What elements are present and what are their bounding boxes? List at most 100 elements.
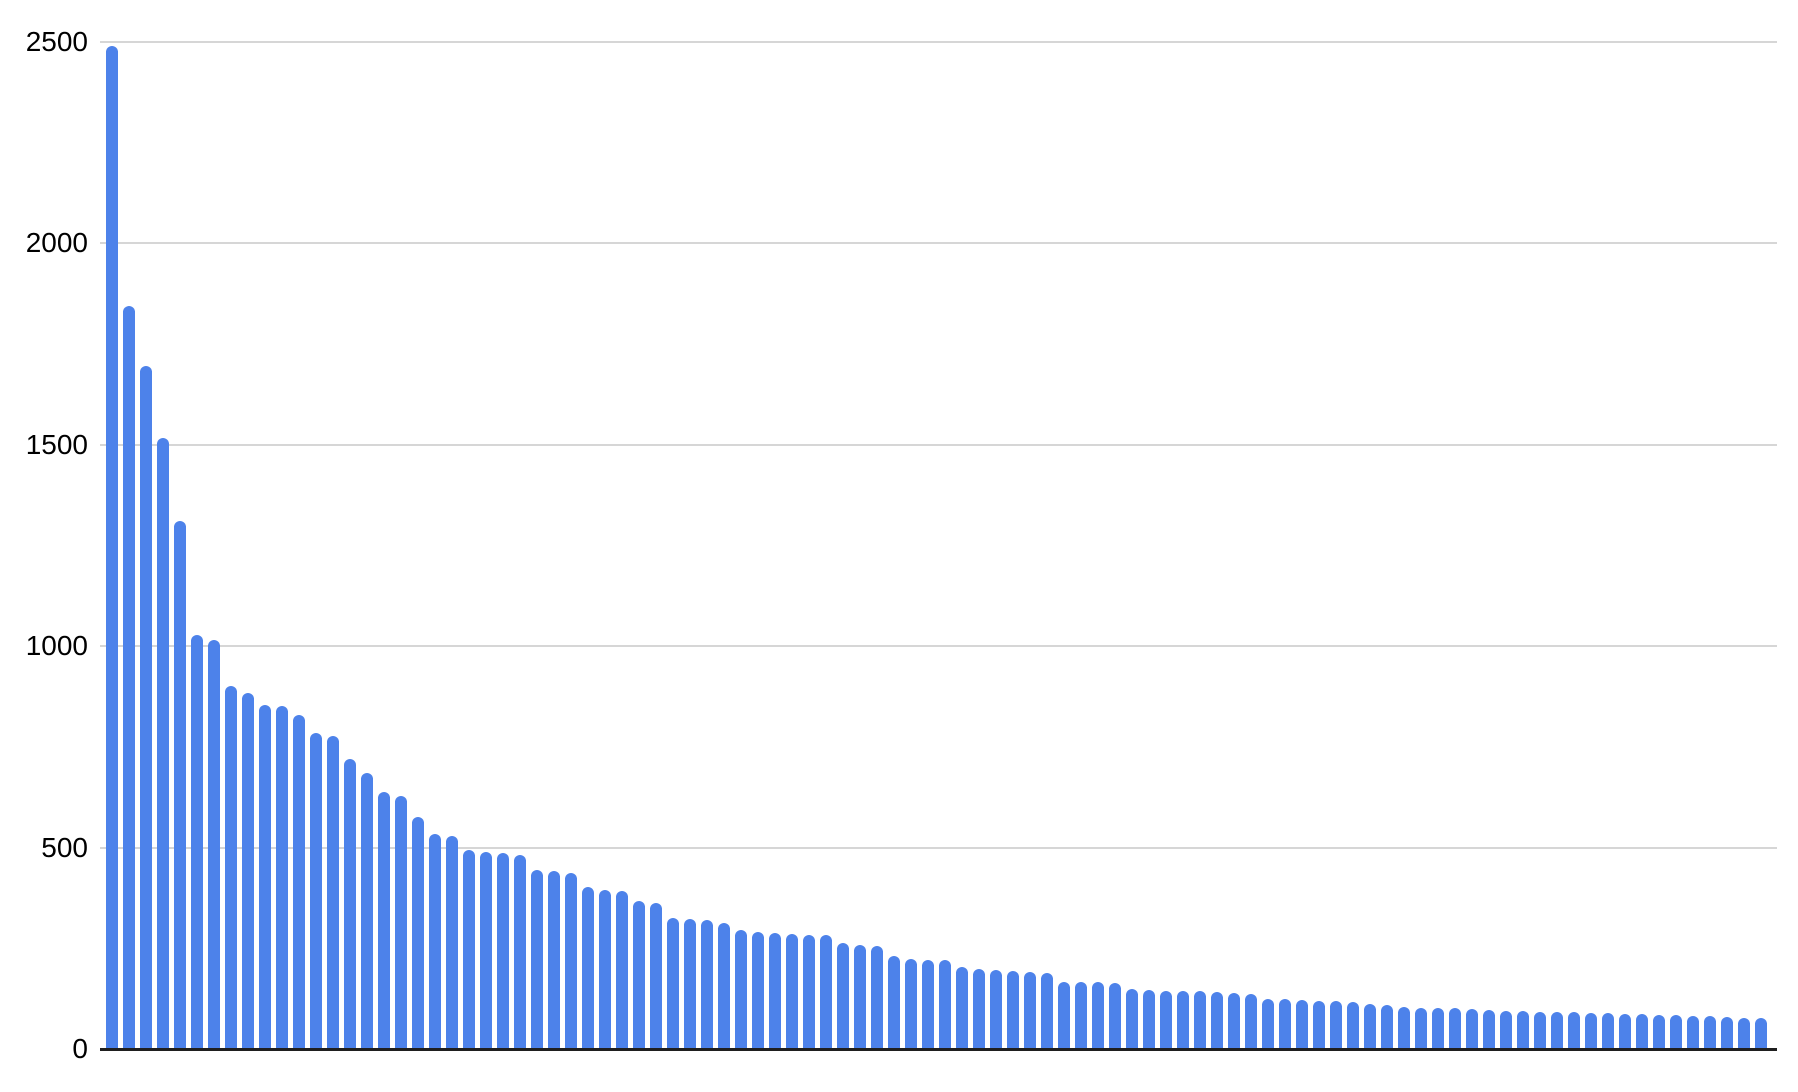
bar [480, 852, 492, 1049]
bar [905, 959, 917, 1049]
bar [922, 960, 934, 1049]
bar [1211, 992, 1223, 1049]
bar [1313, 1001, 1325, 1049]
y-tick-label: 2500 [25, 26, 88, 57]
bar [1330, 1001, 1342, 1049]
bar [871, 946, 883, 1049]
bar [820, 935, 832, 1049]
bar [344, 759, 356, 1049]
bar [888, 956, 900, 1049]
bar [1228, 993, 1240, 1049]
bar [1585, 1013, 1597, 1049]
bar [786, 934, 798, 1049]
bar [650, 903, 662, 1049]
gridline [100, 645, 1777, 647]
bar [293, 715, 305, 1049]
bar [599, 890, 611, 1049]
bar [735, 930, 747, 1049]
bar [1721, 1017, 1733, 1049]
bar [1653, 1015, 1665, 1049]
bar [616, 891, 628, 1049]
bar [956, 967, 968, 1049]
bar [463, 850, 475, 1049]
gridline [100, 847, 1777, 849]
bar [1041, 973, 1053, 1049]
bar [327, 736, 339, 1049]
bar [1432, 1008, 1444, 1049]
bar [1024, 972, 1036, 1049]
bar [1500, 1011, 1512, 1049]
y-tick-label: 1000 [25, 630, 88, 661]
bar [1058, 982, 1070, 1049]
bar [1636, 1014, 1648, 1049]
bar [395, 796, 407, 1049]
bar [973, 969, 985, 1049]
bar [157, 438, 169, 1049]
bar [378, 792, 390, 1049]
bar [1466, 1009, 1478, 1049]
bar [446, 836, 458, 1049]
gridline [100, 242, 1777, 244]
bar [310, 733, 322, 1049]
bar [1449, 1008, 1461, 1049]
bar [225, 686, 237, 1049]
bar [1245, 994, 1257, 1049]
bar [1738, 1018, 1750, 1049]
bar [106, 46, 118, 1049]
bar [1347, 1002, 1359, 1049]
bar [1602, 1013, 1614, 1049]
bar [548, 871, 560, 1049]
bar [1160, 991, 1172, 1049]
bar [1483, 1010, 1495, 1049]
bar [276, 706, 288, 1049]
bar [174, 521, 186, 1049]
bar [684, 919, 696, 1049]
bar [1143, 990, 1155, 1049]
bar [191, 635, 203, 1049]
bar [1177, 991, 1189, 1049]
bar [582, 887, 594, 1049]
bar [1364, 1004, 1376, 1049]
bar [565, 873, 577, 1049]
bar [259, 705, 271, 1049]
bar [1755, 1018, 1767, 1049]
bar [1670, 1015, 1682, 1049]
bar [1075, 982, 1087, 1049]
gridline [100, 444, 1777, 446]
bar [854, 945, 866, 1049]
bar [1415, 1008, 1427, 1049]
bar [837, 943, 849, 1049]
bar [361, 773, 373, 1049]
bar [497, 853, 509, 1049]
bar [1007, 971, 1019, 1049]
bar [1381, 1005, 1393, 1049]
bar [1279, 999, 1291, 1049]
bar [1296, 1000, 1308, 1049]
bar [701, 920, 713, 1049]
bar [123, 306, 135, 1049]
gridline [100, 41, 1777, 43]
bar [1568, 1012, 1580, 1049]
bar [242, 693, 254, 1049]
bar [1109, 983, 1121, 1049]
bar [1687, 1016, 1699, 1049]
bar [514, 855, 526, 1049]
bar [412, 817, 424, 1049]
bar [1126, 989, 1138, 1049]
y-tick-label: 0 [72, 1033, 88, 1064]
bar [769, 933, 781, 1049]
bar [990, 970, 1002, 1049]
bar [531, 870, 543, 1049]
bar [752, 932, 764, 1049]
bar [803, 935, 815, 1049]
bar [633, 901, 645, 1049]
bar [718, 923, 730, 1049]
bar [429, 834, 441, 1049]
bar [1534, 1012, 1546, 1049]
x-axis-line [100, 1048, 1777, 1051]
bar [1262, 999, 1274, 1049]
y-tick-label: 1500 [25, 429, 88, 460]
bar [939, 960, 951, 1049]
bar [1194, 991, 1206, 1049]
bar [1517, 1011, 1529, 1049]
